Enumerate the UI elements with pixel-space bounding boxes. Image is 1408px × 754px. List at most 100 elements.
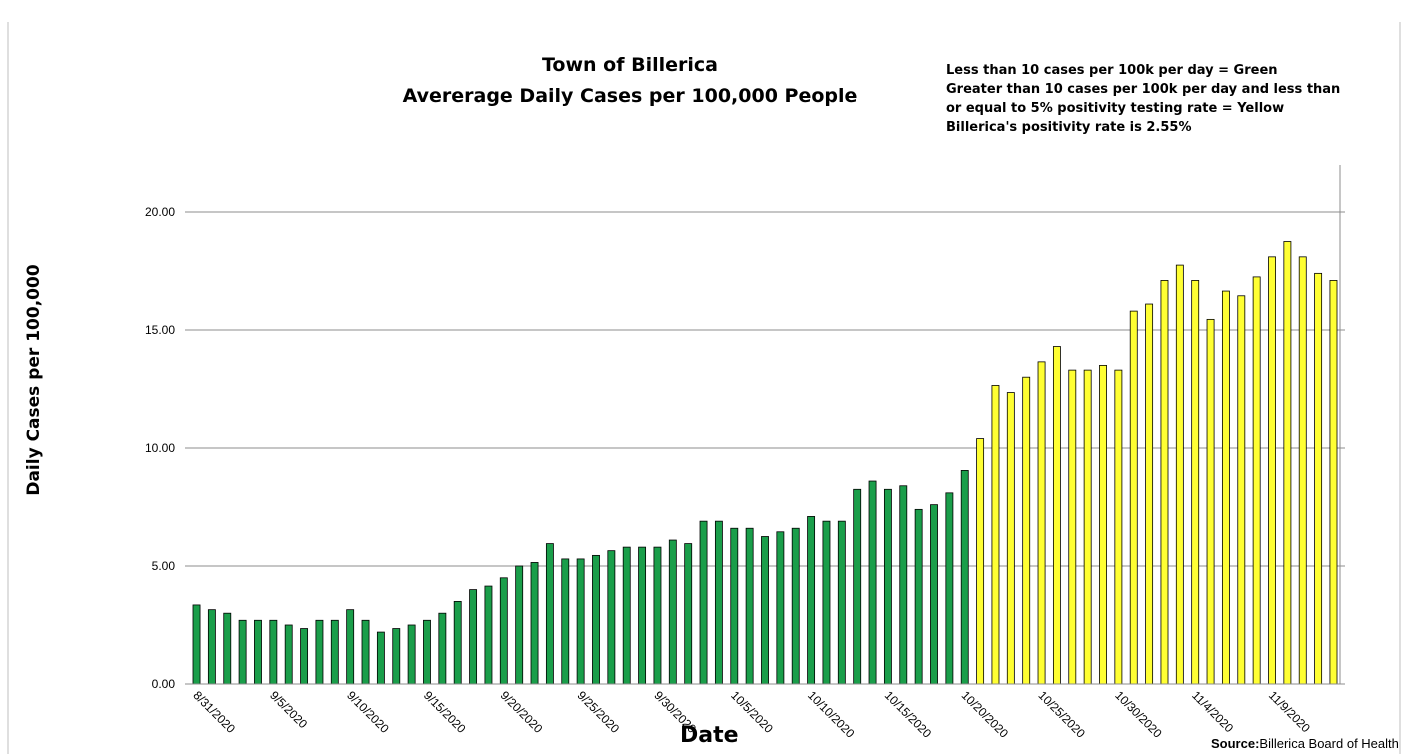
bar <box>392 628 401 685</box>
x-tick-label: 9/15/2020 <box>421 688 469 736</box>
bar <box>330 619 339 685</box>
bar <box>1329 280 1338 685</box>
bar <box>453 601 462 685</box>
bar <box>668 539 677 685</box>
bar <box>269 619 278 685</box>
x-tick-label: 9/5/2020 <box>267 688 310 731</box>
bar <box>576 558 585 685</box>
x-tick-label: 10/10/2020 <box>805 688 858 741</box>
bar <box>1252 276 1261 685</box>
source-note: Source:Billerica Board of Health <box>1211 736 1399 751</box>
y-tick-label: 0.00 <box>152 677 176 691</box>
bar <box>1283 241 1292 685</box>
bar <box>1052 346 1061 685</box>
x-tick-label: 11/4/2020 <box>1189 688 1236 735</box>
bar <box>207 609 216 685</box>
x-tick-label: 8/31/2020 <box>190 688 238 736</box>
x-tick-label: 9/10/2020 <box>344 688 392 736</box>
bar <box>469 589 478 685</box>
bar <box>960 470 969 685</box>
bar <box>945 492 954 685</box>
bar <box>423 619 431 685</box>
source-text: Billerica Board of Health <box>1259 736 1399 751</box>
bar <box>192 604 201 685</box>
bar <box>791 527 800 685</box>
annotation-line-2: Greater than 10 cases per 100k per day a… <box>946 82 1341 97</box>
bar <box>499 577 508 685</box>
bar <box>438 612 447 685</box>
x-tick-label: 10/25/2020 <box>1035 688 1088 741</box>
bar <box>730 527 739 685</box>
bar <box>745 527 754 685</box>
bar <box>822 520 831 685</box>
bar <box>1191 280 1200 685</box>
bar <box>254 619 262 685</box>
gridlines <box>185 211 1345 567</box>
bar <box>622 546 631 685</box>
bar <box>868 480 877 685</box>
annotation-line-3: or equal to 5% positivity testing rate =… <box>946 101 1285 116</box>
bar <box>530 562 539 685</box>
bar <box>376 631 385 685</box>
bar <box>223 612 232 685</box>
bar <box>991 385 1000 685</box>
bar <box>561 558 570 685</box>
y-tick-label: 20.00 <box>145 205 175 219</box>
annotation-line-4: Billerica's positivity rate is 2.55% <box>946 120 1192 135</box>
bar <box>515 565 524 685</box>
bar <box>883 488 892 685</box>
bar <box>837 520 846 685</box>
x-tick-label: 9/25/2020 <box>574 688 622 736</box>
bar <box>300 628 309 685</box>
bar <box>407 624 416 685</box>
bar <box>1068 369 1077 685</box>
bar <box>1022 376 1031 685</box>
x-tick-label: 9/20/2020 <box>498 688 546 736</box>
bar <box>899 485 908 685</box>
source-label: Source: <box>1211 736 1260 751</box>
bar <box>1099 364 1107 685</box>
bar <box>1268 256 1276 685</box>
x-axis-title: Date <box>680 723 739 748</box>
bar <box>1206 318 1215 685</box>
chart-title: Town of Billerica <box>542 54 718 76</box>
bar <box>1175 264 1184 685</box>
chart-subtitle: Avererage Daily Cases per 100,000 People <box>402 85 858 107</box>
bar <box>976 438 985 685</box>
bar <box>776 531 785 685</box>
bar <box>315 619 324 685</box>
bar <box>1237 295 1246 685</box>
bar <box>684 543 693 685</box>
bar <box>1006 392 1015 685</box>
bar <box>807 516 816 685</box>
bars <box>192 241 1338 685</box>
y-tick-label: 15.00 <box>145 323 175 337</box>
bar <box>1129 310 1138 685</box>
bar <box>638 546 647 685</box>
bar <box>1145 303 1154 685</box>
annotation-line-1: Less than 10 cases per 100k per day = Gr… <box>946 63 1278 78</box>
x-tick-label: 11/9/2020 <box>1266 688 1313 735</box>
bar <box>238 619 247 685</box>
bar <box>361 619 370 685</box>
bar <box>930 504 938 685</box>
x-tick-label: 10/20/2020 <box>959 688 1012 741</box>
bar <box>653 546 662 685</box>
bar <box>592 554 600 685</box>
bar <box>1037 361 1046 685</box>
bar <box>1221 290 1230 685</box>
bar <box>761 536 769 685</box>
bar <box>714 520 723 685</box>
bar <box>853 488 862 685</box>
bar <box>545 543 554 685</box>
x-tick-label: 10/15/2020 <box>882 688 935 741</box>
bar <box>914 508 923 685</box>
x-tick-label: 10/30/2020 <box>1112 688 1165 741</box>
bar <box>284 624 293 685</box>
bar <box>699 520 708 685</box>
bar <box>1160 280 1169 685</box>
y-tick-labels: 0.00 5.00 10.00 15.00 20.00 <box>145 205 175 691</box>
bar <box>1298 256 1307 685</box>
bar <box>1083 369 1092 685</box>
